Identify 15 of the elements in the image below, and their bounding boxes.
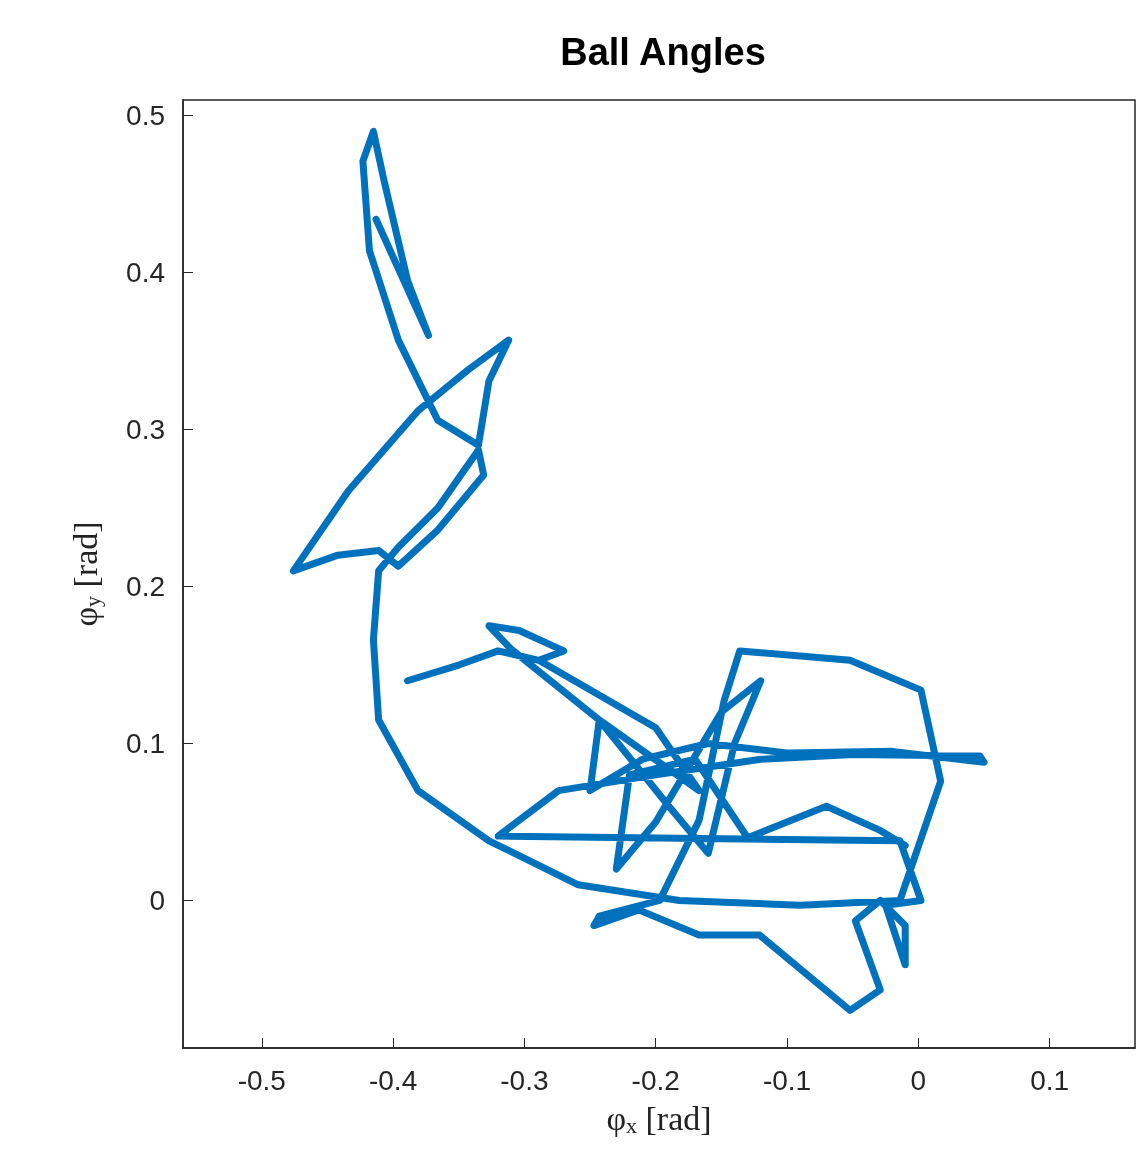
x-tick-label: -0.1 bbox=[762, 1064, 812, 1096]
x-tick-label: -0.3 bbox=[500, 1064, 549, 1096]
y-tick-label: 0.3 bbox=[126, 414, 165, 446]
y-tick-label: 0.1 bbox=[126, 728, 165, 760]
x-tick-label: -0.4 bbox=[368, 1064, 418, 1096]
y-axis-title: φy [rad] bbox=[66, 521, 105, 627]
x-tick-label: -0.5 bbox=[237, 1064, 286, 1096]
chart-title: Ball Angles bbox=[560, 31, 766, 73]
x-tick-label: -0.2 bbox=[631, 1064, 680, 1096]
x-tick-label: 0 bbox=[910, 1064, 927, 1096]
y-tick-label: 0.2 bbox=[126, 571, 165, 603]
y-tick-label: 0.5 bbox=[126, 100, 165, 132]
x-tick-label: 0.1 bbox=[1030, 1064, 1070, 1096]
y-tick-label: 0.4 bbox=[126, 257, 165, 289]
y-tick-label: 0 bbox=[149, 884, 165, 916]
